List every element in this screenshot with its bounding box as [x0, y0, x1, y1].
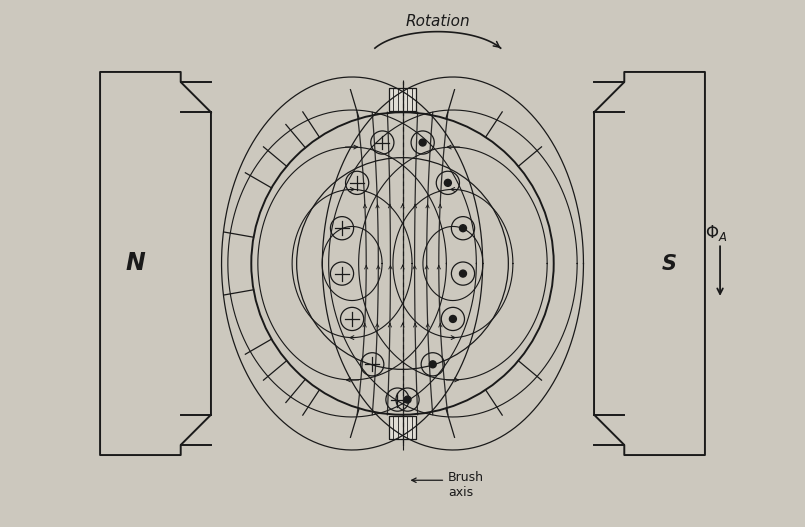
Circle shape — [419, 139, 426, 146]
Circle shape — [460, 270, 466, 277]
Text: Rotation: Rotation — [406, 14, 470, 29]
Text: N: N — [126, 251, 145, 276]
Text: Brush
axis: Brush axis — [448, 471, 484, 499]
Circle shape — [449, 316, 456, 323]
Circle shape — [429, 361, 436, 368]
Bar — [389, 416, 416, 440]
Circle shape — [460, 225, 466, 232]
Text: $\Phi_A$: $\Phi_A$ — [705, 223, 728, 243]
Text: S: S — [663, 253, 677, 274]
Bar — [389, 87, 416, 111]
Circle shape — [444, 179, 452, 187]
Circle shape — [404, 396, 411, 403]
